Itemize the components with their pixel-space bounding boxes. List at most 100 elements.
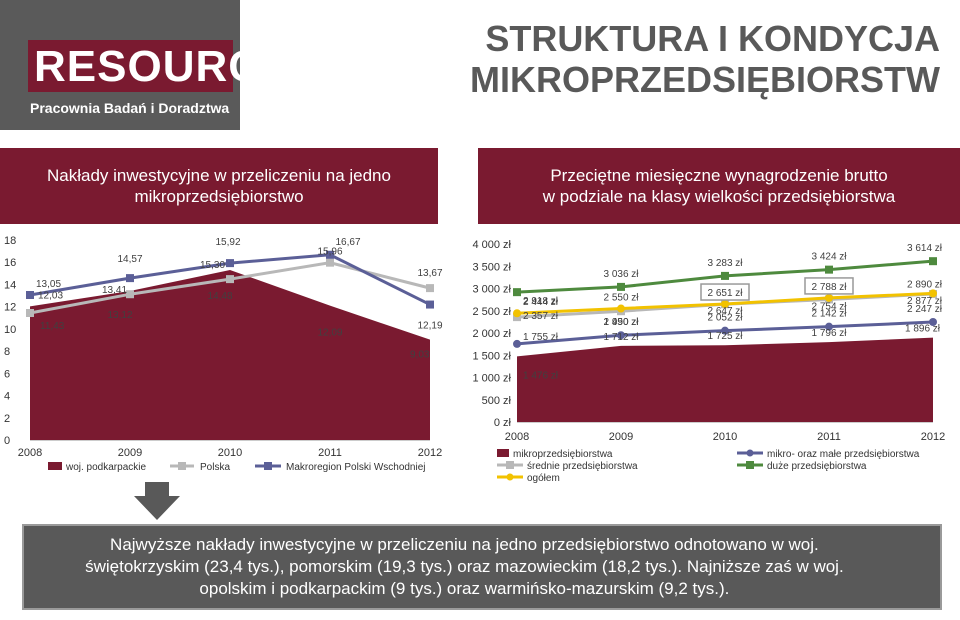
x-tick-label: 2008 (18, 447, 42, 459)
label-podkarpackie: 12,03 (38, 290, 63, 301)
area-podkarpackie (30, 270, 430, 440)
duze-point (513, 288, 521, 297)
makroregion-point (326, 250, 334, 259)
mikro-male-point (721, 326, 729, 335)
y-tick-label: 1 500 zł (472, 350, 511, 362)
highlight-box-2011 (804, 277, 854, 295)
label-podkarpackie: 13,41 (102, 285, 127, 296)
y-tick-label: 10 (4, 324, 16, 336)
label-srednie: 2 490 zł (603, 317, 639, 328)
label-mikro: 1 725 zł (707, 331, 743, 342)
label-duze: 3 614 zł (907, 243, 943, 254)
legend-marker-ogolem (506, 473, 514, 481)
duze-point (825, 265, 833, 274)
duze-point (617, 282, 625, 291)
label-mikro-male: 1 950 zł (603, 317, 639, 328)
label-mikro-male: 1 755 zł (523, 332, 559, 343)
y-tick-label: 2 000 zł (472, 328, 511, 340)
label-duze: 3 036 zł (603, 269, 639, 280)
x-tick-label: 2011 (318, 447, 342, 459)
y-tick-label: 18 (4, 235, 16, 247)
x-tick-label: 2010 (218, 447, 242, 459)
label-ogolem: 2 444 zł (523, 297, 559, 308)
polska-point (426, 284, 434, 293)
y-tick-label: 6 (4, 368, 10, 380)
legend-marker-srednie (506, 461, 514, 469)
legend-marker-makroregion (264, 462, 272, 470)
label-srednie: 2 754 zł (811, 301, 847, 312)
mikro-male-point (929, 318, 937, 327)
label-polska: 13,67 (417, 268, 442, 279)
ogolem-point (721, 300, 729, 309)
y-tick-label: 2 500 zł (472, 306, 511, 318)
legend-label-duze: duże przedsiębiorstwa (767, 461, 867, 472)
x-tick-label: 2012 (921, 431, 945, 443)
legend-swatch-podkarpackie (48, 462, 62, 470)
makroregion-point (226, 259, 234, 268)
x-tick-label: 2008 (505, 431, 529, 443)
label-polska: 13,12 (107, 310, 132, 321)
y-tick-label: 0 (4, 435, 10, 447)
y-tick-label: 0 zł (494, 417, 512, 429)
y-tick-label: 500 zł (482, 395, 512, 407)
label-duze: 3 424 zł (811, 252, 847, 263)
label-mikro: 1 712 zł (603, 332, 639, 343)
x-tick-label: 2010 (713, 431, 737, 443)
label-srednie: 2 647 zł (707, 306, 743, 317)
label-makroregion: 13,05 (36, 279, 61, 290)
legend-label-podkarpackie: woj. podkarpackie (65, 462, 146, 473)
legend-marker-mikro-male (746, 449, 754, 457)
label-makroregion: 12,19 (417, 321, 442, 332)
y-tick-label: 12 (4, 302, 16, 314)
y-tick-label: 4 000 zł (472, 239, 511, 251)
right-heading-line1: Przeciętne miesięczne wynagrodzenie brut… (550, 165, 888, 185)
mikro-male-point (825, 322, 833, 331)
mikro-male-point (513, 339, 521, 348)
makroregion-point (26, 291, 34, 299)
makroregion-point (126, 274, 134, 283)
label-polska: 11,43 (40, 321, 65, 332)
salary-chart: 0 zł 500 zł 1 000 zł 1 500 zł 2 000 zł 2 500 … (472, 239, 945, 484)
legend-marker-polska (178, 462, 186, 470)
label-mikro-male: 2 052 zł (707, 313, 743, 324)
label-duze: 3 283 zł (707, 258, 743, 269)
legend-marker-duze (746, 461, 754, 469)
label-mikro: 1 796 zł (811, 328, 847, 339)
label-makroregion: 14,57 (117, 254, 142, 265)
summary-box: Najwyższe nakłady inwestycyjne w przelic… (22, 524, 942, 610)
ogolem-point (929, 289, 937, 298)
x-tick-label: 2011 (817, 431, 841, 443)
legend-label-ogolem: ogółem (527, 473, 560, 484)
summary-line2: świętokrzyskim (23,4 tys.), pomorskim (1… (85, 556, 844, 576)
duze-point (929, 257, 937, 266)
logo-text: RESOURCE (34, 42, 292, 91)
investment-chart: 0 2 4 6 8 10 12 14 16 18 2008 2009 2010 2011 2012 12,03… (4, 235, 443, 473)
legend-label-polska: Polska (200, 462, 230, 473)
x-tick-label: 2012 (418, 447, 442, 459)
ogolem-point (825, 293, 833, 302)
logo: RESOURCE Pracownia Badań i Doradztwa (0, 0, 290, 130)
polska-point (226, 275, 234, 284)
area-mikro (517, 337, 933, 422)
label-podkarpackie: 9,03 (410, 350, 430, 361)
y-tick-label: 16 (4, 257, 16, 269)
logo-wordmark: RESOURCE (28, 40, 290, 92)
duze-point (721, 271, 729, 280)
label-podkarpackie: 15,30 (200, 260, 225, 271)
label-podkarpackie: 12,09 (317, 328, 342, 339)
label-duze: 2 918 zł (523, 296, 559, 307)
ogolem-point (617, 304, 625, 313)
legend-swatch-mikro (497, 449, 509, 457)
label-ogolem: 2 651 zł (707, 288, 743, 299)
y-tick-label: 14 (4, 279, 16, 291)
label-ogolem: 2 890 zł (907, 279, 943, 290)
down-arrow-icon (134, 482, 180, 520)
label-mikro: 1 476 zł (523, 370, 559, 381)
left-heading-line2: mikroprzedsiębiorstwo (134, 187, 304, 206)
summary-line3: opolskim i podkarpackim (9 tys.) oraz wa… (199, 579, 730, 599)
y-tick-label: 4 (4, 391, 10, 403)
x-tick-label: 2009 (609, 431, 633, 443)
legend-label-mikro: mikroprzedsiębiorstwa (513, 449, 613, 460)
label-mikro-male: 2 142 zł (811, 309, 847, 320)
label-makroregion: 16,67 (335, 237, 360, 248)
